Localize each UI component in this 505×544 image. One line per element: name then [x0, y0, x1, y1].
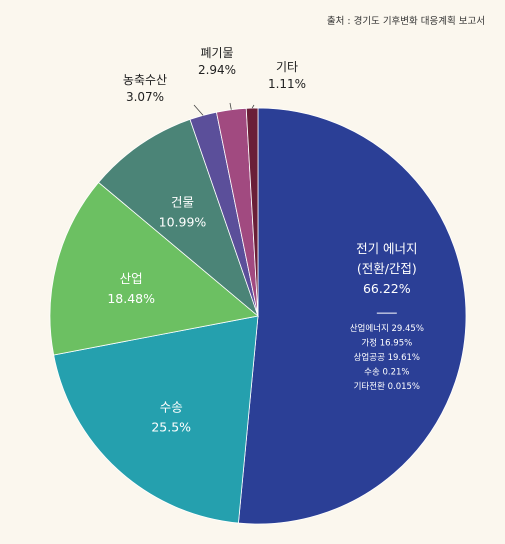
- slice-name-6: 기타: [276, 60, 298, 74]
- breakdown-item: 수송 0.21%: [364, 368, 409, 378]
- slice-value-2: 18.48%: [107, 291, 155, 306]
- pie-slice-1: [53, 315, 259, 524]
- slice-value-4: 3.07%: [126, 90, 164, 104]
- source-note: 출처 : 경기도 기후변화 대응계획 보고서: [326, 16, 485, 27]
- slice-value-6: 1.11%: [268, 77, 306, 91]
- pie-slice-2: [49, 181, 259, 356]
- breakdown-item: 상업공공 19.61%: [354, 352, 420, 363]
- leader-line-5: [229, 102, 232, 110]
- breakdown-item: 산업에너지 29.45%: [350, 323, 424, 334]
- leader-line-4: [193, 104, 204, 116]
- slice-value-5: 2.94%: [198, 63, 236, 77]
- breakdown-item: 기타전환 0.015%: [354, 381, 420, 392]
- breakdown-item: 가정 16.95%: [361, 338, 412, 349]
- slice-name-4: 농축수산: [123, 73, 167, 87]
- slice-name-2: 산업: [120, 271, 143, 286]
- slice-name-1: 수송: [160, 399, 183, 414]
- slice-name-0: (전환/간접): [357, 261, 417, 276]
- slice-name-0: 전기 에너지: [356, 241, 417, 256]
- slice-value-1: 25.5%: [151, 419, 191, 434]
- slice-value-0: 66.22%: [363, 281, 411, 296]
- pie-slice-3: [98, 118, 259, 318]
- leader-line-6: [251, 104, 255, 109]
- slice-name-5: 폐기물: [200, 46, 233, 60]
- slice-value-3: 10.99%: [159, 214, 207, 229]
- pie-slice-0: [237, 107, 467, 525]
- slice-name-3: 건물: [171, 194, 194, 209]
